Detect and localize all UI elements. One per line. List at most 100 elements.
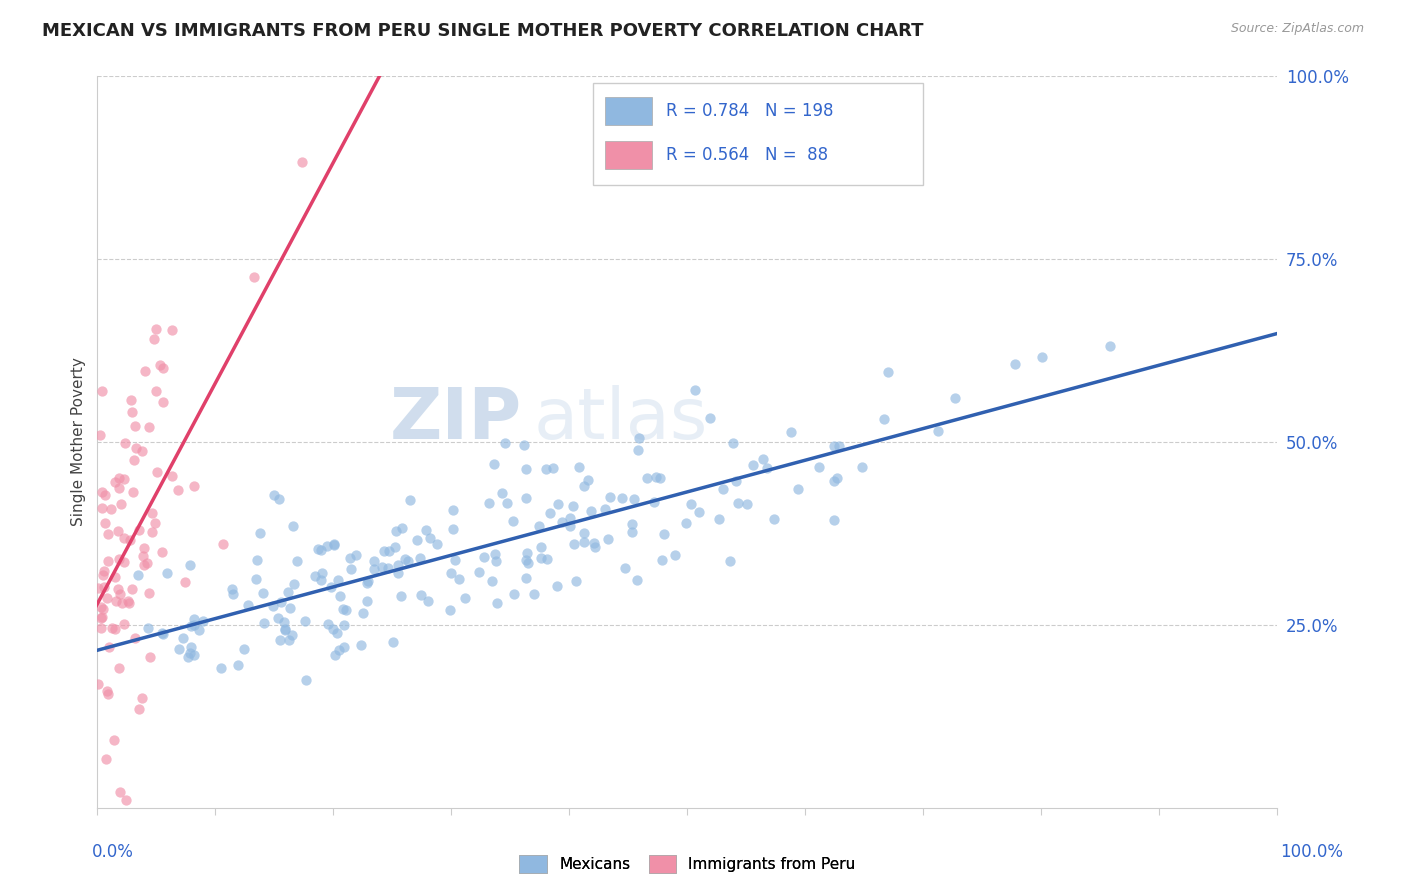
Point xyxy=(599,490,621,504)
Point xyxy=(179,646,201,660)
Point xyxy=(568,460,591,475)
Point xyxy=(131,444,153,458)
Point xyxy=(142,332,165,346)
Point xyxy=(515,552,537,566)
Point xyxy=(1031,350,1053,364)
Point xyxy=(90,599,112,614)
Point xyxy=(273,622,295,636)
Point xyxy=(152,395,174,409)
Point xyxy=(127,567,149,582)
Point xyxy=(273,624,295,638)
Point xyxy=(146,465,169,479)
Point xyxy=(378,543,401,558)
Point xyxy=(873,412,896,426)
Point xyxy=(141,506,163,520)
Point xyxy=(391,521,413,535)
Point xyxy=(112,531,135,545)
Point xyxy=(340,562,363,576)
Point xyxy=(371,559,394,574)
Point xyxy=(232,641,254,656)
Point xyxy=(128,702,150,716)
Point xyxy=(145,384,167,399)
Point xyxy=(419,531,441,545)
Point xyxy=(727,496,749,510)
Point xyxy=(86,677,108,691)
Point xyxy=(221,582,243,596)
Point xyxy=(285,554,308,568)
Point xyxy=(125,441,148,455)
Point xyxy=(382,635,405,649)
Point xyxy=(105,593,128,607)
Point xyxy=(277,633,299,648)
Point xyxy=(262,599,284,614)
Point xyxy=(136,621,159,635)
Point xyxy=(654,526,676,541)
Point xyxy=(183,618,205,632)
Point xyxy=(444,552,467,566)
Point xyxy=(828,439,851,453)
Point xyxy=(1098,338,1121,352)
Point xyxy=(253,615,276,630)
Point xyxy=(851,460,873,475)
Point xyxy=(246,553,269,567)
Point xyxy=(134,363,156,377)
Point xyxy=(122,453,145,467)
Point xyxy=(627,443,650,458)
Point xyxy=(515,462,537,476)
Point xyxy=(651,553,673,567)
Point xyxy=(352,606,374,620)
Point xyxy=(281,518,304,533)
Point xyxy=(94,488,117,502)
Point xyxy=(295,673,318,687)
Point xyxy=(328,643,350,657)
Point xyxy=(149,358,172,372)
Point xyxy=(179,558,201,573)
Text: R = 0.564   N =  88: R = 0.564 N = 88 xyxy=(666,146,828,164)
Point xyxy=(558,519,581,533)
Point xyxy=(121,404,143,418)
Point xyxy=(823,513,845,527)
Point xyxy=(344,548,367,562)
Point xyxy=(167,483,190,498)
Point xyxy=(174,575,197,590)
Point xyxy=(180,619,202,633)
Point xyxy=(562,499,585,513)
Point xyxy=(322,536,344,550)
Point xyxy=(155,566,177,580)
Point xyxy=(496,496,519,510)
Point xyxy=(245,572,267,586)
Point xyxy=(172,631,194,645)
Point xyxy=(494,436,516,450)
Point xyxy=(823,439,845,453)
Point xyxy=(319,580,342,594)
Point xyxy=(267,491,290,506)
Point xyxy=(447,572,470,586)
Point xyxy=(107,582,129,596)
Point xyxy=(416,594,439,608)
Point xyxy=(291,155,314,169)
Point xyxy=(90,611,112,625)
Point xyxy=(316,617,339,632)
Point xyxy=(530,541,553,555)
Point xyxy=(108,481,131,495)
Point xyxy=(96,684,118,698)
Point xyxy=(180,640,202,654)
Point xyxy=(209,661,232,675)
Point xyxy=(718,554,741,568)
Point xyxy=(454,591,477,606)
Point xyxy=(823,475,845,489)
Point xyxy=(115,793,138,807)
Point xyxy=(87,581,110,595)
Point xyxy=(620,516,643,531)
Point xyxy=(329,590,352,604)
Point xyxy=(267,611,290,625)
Point xyxy=(326,625,349,640)
Point xyxy=(441,522,464,536)
Point xyxy=(699,410,721,425)
Point xyxy=(97,687,120,701)
Point xyxy=(394,551,416,566)
Point xyxy=(384,540,406,554)
Text: ZIP: ZIP xyxy=(389,385,522,454)
Point xyxy=(294,614,316,628)
Point xyxy=(96,591,118,606)
